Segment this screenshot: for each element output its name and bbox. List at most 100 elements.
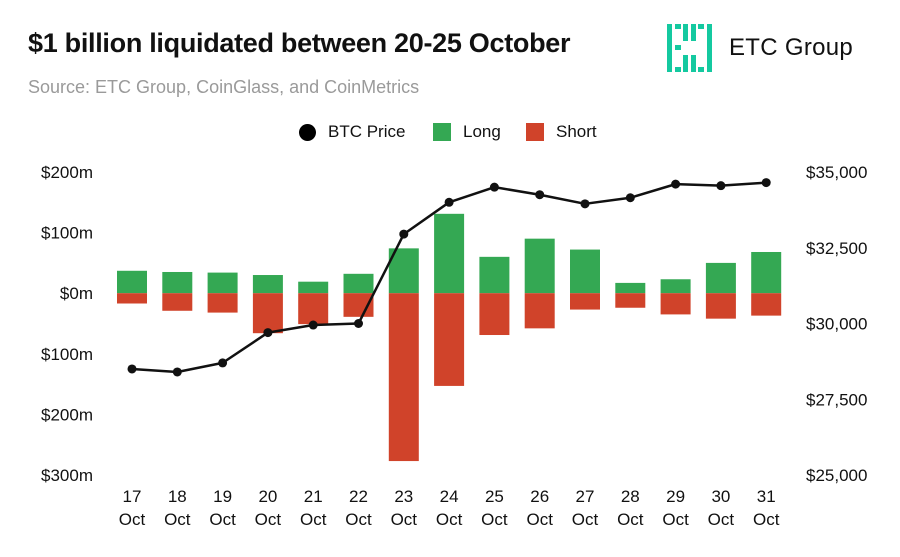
x-axis-tick-label-day: 25 bbox=[485, 487, 504, 506]
short-bar bbox=[751, 293, 782, 316]
short-bar bbox=[479, 293, 510, 336]
etc-group-logo: ETC Group bbox=[667, 24, 877, 72]
long-bar bbox=[705, 262, 736, 294]
btc-price-point bbox=[761, 178, 771, 188]
chart-subtitle: Source: ETC Group, CoinGlass, and CoinMe… bbox=[28, 77, 420, 97]
right-axis-tick-label: $32,500 bbox=[806, 239, 867, 258]
legend-swatch-short bbox=[526, 123, 544, 141]
long-bar bbox=[660, 279, 691, 294]
x-axis-tick-label-day: 21 bbox=[304, 487, 323, 506]
legend-swatch-btc-price bbox=[299, 123, 316, 141]
btc-price-point bbox=[489, 182, 499, 192]
x-axis-tick-label-month: Oct bbox=[572, 510, 599, 529]
x-axis-tick-label-day: 28 bbox=[621, 487, 640, 506]
btc-price-point bbox=[172, 367, 182, 377]
x-axis-tick-label-day: 20 bbox=[258, 487, 277, 506]
x-axis-tick-label-month: Oct bbox=[526, 510, 553, 529]
left-axis-tick-label: $200m bbox=[41, 163, 93, 182]
legend-item-btc-price: BTC Price bbox=[299, 120, 405, 144]
x-axis-tick-label-day: 22 bbox=[349, 487, 368, 506]
legend-label-long: Long bbox=[463, 122, 501, 141]
logo-text: ETC Group bbox=[729, 34, 854, 61]
x-axis-tick-label-month: Oct bbox=[345, 510, 372, 529]
short-bar bbox=[117, 293, 147, 304]
x-axis-tick-label-day: 18 bbox=[168, 487, 187, 506]
btc-price-point bbox=[308, 320, 318, 330]
left-axis-tick-label: $0m bbox=[60, 284, 93, 303]
x-axis-tick-label-month: Oct bbox=[753, 510, 780, 529]
x-axis-tick-label-month: Oct bbox=[708, 510, 735, 529]
legend-item-long: Long bbox=[433, 120, 501, 144]
short-bar bbox=[570, 293, 600, 310]
right-axis-tick-label: $27,500 bbox=[806, 390, 867, 409]
long-bar bbox=[162, 271, 193, 294]
long-bar bbox=[524, 238, 555, 294]
x-axis-tick-label-month: Oct bbox=[662, 510, 689, 529]
left-axis-tick-label: $300m bbox=[41, 466, 93, 485]
x-axis-tick-label-day: 26 bbox=[530, 487, 549, 506]
x-axis-tick-label-day: 27 bbox=[576, 487, 595, 506]
long-bar bbox=[117, 270, 147, 294]
short-bar bbox=[298, 293, 329, 325]
btc-price-point bbox=[354, 319, 363, 328]
x-axis-tick-label-month: Oct bbox=[164, 510, 191, 529]
x-axis-tick-label-month: Oct bbox=[119, 510, 146, 529]
btc-price-point bbox=[218, 358, 228, 368]
long-bar bbox=[298, 281, 329, 294]
short-bar bbox=[388, 293, 419, 462]
x-axis-tick-label-day: 24 bbox=[440, 487, 459, 506]
short-bar bbox=[162, 293, 193, 311]
x-axis-tick-label-month: Oct bbox=[481, 510, 508, 529]
btc-price-point bbox=[671, 179, 681, 189]
short-bar bbox=[252, 293, 283, 334]
long-bar bbox=[207, 272, 238, 294]
chart-legend: BTC Price Long Short bbox=[0, 120, 900, 144]
x-axis-tick-label-day: 23 bbox=[394, 487, 413, 506]
long-bar bbox=[343, 273, 374, 294]
short-bar bbox=[615, 293, 646, 308]
btc-price-point bbox=[127, 364, 137, 374]
btc-price-point bbox=[716, 181, 726, 191]
x-axis-tick-label-month: Oct bbox=[391, 510, 418, 529]
x-axis-tick-label-month: Oct bbox=[209, 510, 236, 529]
x-axis-tick-label-day: 19 bbox=[213, 487, 232, 506]
x-axis-tick-label-day: 30 bbox=[711, 487, 730, 506]
short-bar bbox=[207, 293, 238, 313]
legend-item-short: Short bbox=[526, 120, 597, 144]
x-axis-tick-label-day: 17 bbox=[123, 487, 142, 506]
legend-label-short: Short bbox=[556, 122, 597, 141]
short-bar bbox=[434, 293, 465, 386]
x-axis-tick-label-day: 29 bbox=[666, 487, 685, 506]
long-bar bbox=[479, 256, 510, 294]
x-axis-tick-label-month: Oct bbox=[617, 510, 644, 529]
btc-price-point bbox=[580, 199, 590, 209]
btc-price-point bbox=[263, 328, 273, 338]
long-bar bbox=[751, 251, 782, 294]
legend-label-btc-price: BTC Price bbox=[328, 122, 406, 141]
btc-price-point bbox=[399, 229, 409, 239]
legend-swatch-long bbox=[433, 123, 451, 141]
btc-price-point bbox=[625, 193, 635, 203]
chart-title: $1 billion liquidated between 20-25 Octo… bbox=[28, 28, 571, 58]
x-axis-tick-label-month: Oct bbox=[436, 510, 463, 529]
long-bar bbox=[252, 275, 283, 294]
long-bar bbox=[570, 249, 600, 294]
x-axis-tick-label-day: 31 bbox=[757, 487, 776, 506]
left-axis-tick-label: $100m bbox=[41, 224, 93, 243]
x-axis-tick-label-month: Oct bbox=[255, 510, 282, 529]
left-axis-tick-label: $200m bbox=[41, 405, 93, 424]
short-bar bbox=[524, 293, 555, 329]
left-axis-tick-label: $100m bbox=[41, 345, 93, 364]
right-axis-tick-label: $25,000 bbox=[806, 466, 867, 485]
right-axis-tick-label: $35,000 bbox=[806, 163, 867, 182]
long-bar bbox=[434, 213, 465, 294]
btc-price-point bbox=[444, 197, 454, 207]
etc-group-logo-icon bbox=[667, 24, 712, 72]
long-bar bbox=[615, 282, 646, 294]
short-bar bbox=[660, 293, 691, 315]
btc-price-point bbox=[535, 190, 545, 200]
x-axis-tick-label-month: Oct bbox=[300, 510, 327, 529]
short-bar bbox=[705, 293, 736, 319]
right-axis-tick-label: $30,000 bbox=[806, 315, 867, 334]
